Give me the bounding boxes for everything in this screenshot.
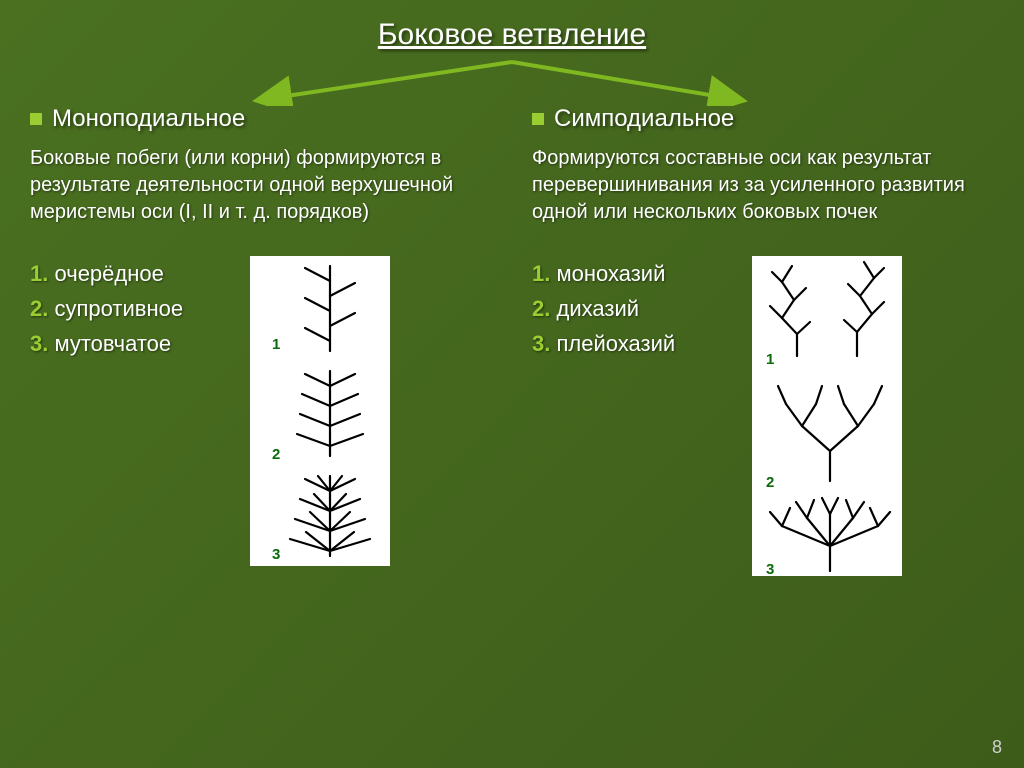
- left-column: Моноподиальное Боковые побеги (или корни…: [30, 105, 492, 576]
- figure-number: 3: [766, 561, 774, 578]
- left-subtitle: Моноподиальное: [30, 105, 492, 133]
- bullet-icon: [30, 113, 42, 125]
- list-number: 3.: [532, 331, 550, 356]
- right-figure: 1 2 3: [752, 256, 902, 576]
- right-column: Симподиальное Формируются составные оси …: [532, 105, 994, 576]
- list-item: 2. супротивное: [30, 291, 230, 326]
- left-list: 1. очерёдное 2. супротивное 3. мутовчато…: [30, 256, 230, 362]
- list-item: 2. дихазий: [532, 291, 732, 326]
- list-item: 3. мутовчатое: [30, 326, 230, 361]
- list-label: супротивное: [54, 296, 183, 321]
- right-description: Формируются составные оси как результат …: [532, 145, 994, 226]
- list-label: мутовчатое: [54, 331, 171, 356]
- figure-number: 2: [766, 474, 774, 491]
- list-item: 1. монохазий: [532, 256, 732, 291]
- list-label: дихазий: [556, 296, 639, 321]
- figure-number: 1: [272, 336, 280, 353]
- bullet-icon: [532, 113, 544, 125]
- columns: Моноподиальное Боковые побеги (или корни…: [0, 105, 1024, 576]
- right-list: 1. монохазий 2. дихазий 3. плейохазий: [532, 256, 732, 362]
- list-label: очерёдное: [54, 261, 163, 286]
- figure-number: 3: [272, 546, 280, 563]
- list-item: 1. очерёдное: [30, 256, 230, 291]
- list-number: 1.: [30, 261, 48, 286]
- list-number: 1.: [532, 261, 550, 286]
- list-label: монохазий: [556, 261, 665, 286]
- slide-number: 8: [992, 737, 1002, 758]
- list-number: 3.: [30, 331, 48, 356]
- figure-number: 2: [272, 446, 280, 463]
- list-number: 2.: [30, 296, 48, 321]
- left-description: Боковые побеги (или корни) формируются в…: [30, 145, 492, 226]
- right-subtitle-text: Симподиальное: [554, 105, 734, 133]
- left-list-area: 1. очерёдное 2. супротивное 3. мутовчато…: [30, 256, 492, 566]
- list-label: плейохазий: [556, 331, 675, 356]
- right-subtitle: Симподиальное: [532, 105, 994, 133]
- list-item: 3. плейохазий: [532, 326, 732, 361]
- list-number: 2.: [532, 296, 550, 321]
- figure-number: 1: [766, 351, 774, 368]
- page-title: Боковое ветвление: [0, 0, 1024, 52]
- right-list-area: 1. монохазий 2. дихазий 3. плейохазий: [532, 256, 994, 576]
- left-figure: 1 2 3: [250, 256, 390, 566]
- branching-arrows: [0, 56, 1024, 106]
- left-subtitle-text: Моноподиальное: [52, 105, 245, 133]
